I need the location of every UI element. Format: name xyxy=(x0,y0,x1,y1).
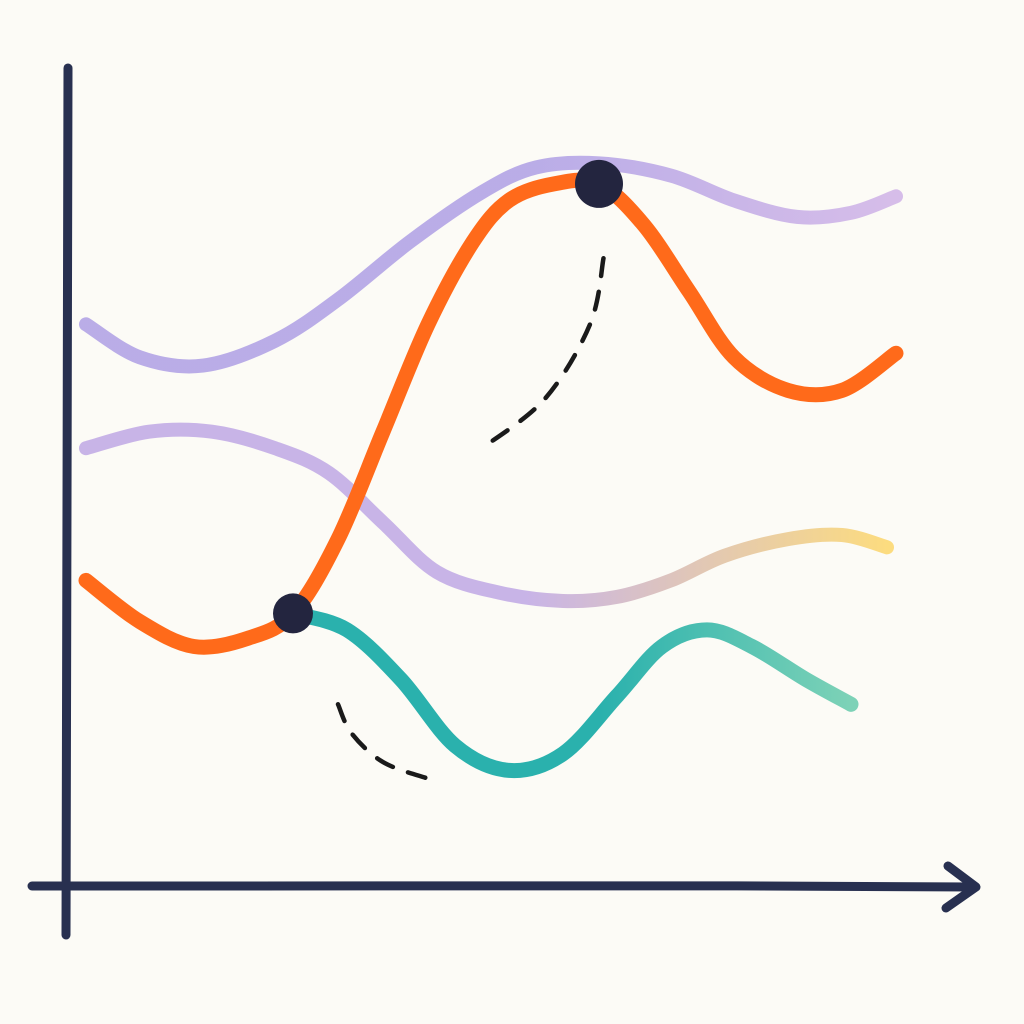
marker-layer xyxy=(273,159,623,634)
annotation-layer xyxy=(335,255,606,781)
dashed-annotation-upper-marker xyxy=(479,255,606,451)
data-point-marker xyxy=(273,593,313,634)
series-layer xyxy=(78,155,904,779)
x-axis-arrowhead xyxy=(941,861,981,913)
series-line-teal xyxy=(285,605,859,779)
dashed-annotation-lower-marker xyxy=(335,702,431,781)
y-axis xyxy=(61,63,73,940)
x-axis xyxy=(27,881,979,892)
data-point-marker xyxy=(575,159,623,208)
series-line-lower-purple xyxy=(79,422,894,609)
series-line-upper-purple xyxy=(79,155,903,374)
axis-layer xyxy=(27,63,981,940)
series-line-orange xyxy=(78,172,904,655)
